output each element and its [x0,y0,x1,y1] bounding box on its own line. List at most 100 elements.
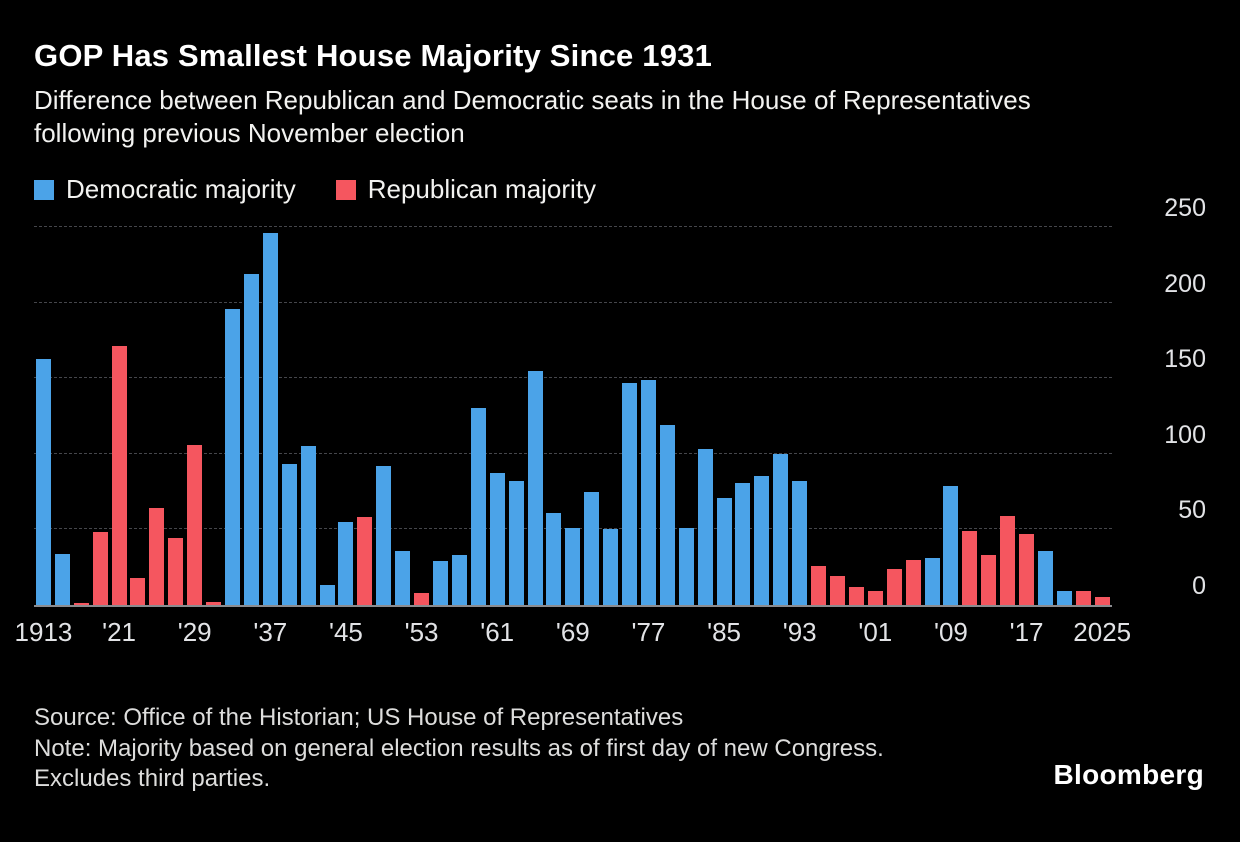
x-tick-label-1921: '21 [102,617,137,648]
bar-slot-1983 [696,229,715,606]
bar-1977 [640,380,656,606]
y-tick-label-150: 150 [1164,345,1206,374]
bar-1915 [54,554,70,606]
x-tick-label-1945: '45 [329,617,363,648]
bar-slot-1997 [828,229,847,606]
bar-1963 [508,481,524,606]
bar-1929 [187,445,203,606]
bar-slot-1915 [53,229,72,606]
bar-slot-1947 [355,229,374,606]
bar-slot-1985 [715,229,734,606]
bar-1989 [754,476,770,606]
bar-1927 [168,538,184,606]
bar-1913 [35,359,51,606]
bar-1921 [111,346,127,606]
bar-2023 [1075,591,1091,606]
bar-1985 [716,498,732,606]
bar-slot-1941 [299,229,318,606]
gridline-150 [34,377,1112,379]
legend-label-republican: Republican majority [367,174,597,205]
bar-2021 [1056,591,1072,606]
bar-slot-1925 [147,229,166,606]
bar-slot-1963 [507,229,526,606]
x-tick-label-1937: '37 [253,617,288,648]
y-tick-label-250: 250 [1164,194,1206,223]
bar-slot-1945 [337,229,356,606]
x-tick-label-1929: '29 [177,617,212,648]
bar-slot-1995 [809,229,828,606]
bar-2025 [1094,597,1110,606]
legend-item-democratic: Democratic majority [34,174,296,205]
bar-2009 [943,486,959,606]
bar-slot-2017 [1017,229,1036,606]
bar-1953 [414,593,430,606]
chart-subtitle: Difference between Republican and Democr… [34,85,1031,149]
x-tick-label-1977: '77 [631,617,666,648]
bar-slot-1913 [34,229,53,606]
x-tick-label-1985: '85 [707,617,742,648]
bar-2015 [1000,516,1016,606]
bloomberg-logo: Bloomberg [1053,759,1204,791]
bar-slot-2009 [942,229,961,606]
bar-slot-1929 [185,229,204,606]
bar-slot-1923 [129,229,148,606]
bar-1967 [546,513,562,606]
bar-slot-2001 [866,229,885,606]
note-text: Note: Majority based on general election… [34,734,884,793]
legend-item-republican: Republican majority [335,174,597,205]
x-axis: 1913 '21 '29 '37 '45 '53 '61 '69 '77 '85 '93 '01 '09… [15,617,1132,651]
bar-slot-2013 [979,229,998,606]
bar-slot-2015 [998,229,1017,606]
bar-1947 [357,517,373,606]
bar-1919 [92,532,108,606]
bar-slot-1987 [734,229,753,606]
bar-1945 [338,522,354,606]
bar-slot-1999 [847,229,866,606]
x-tick-label-2025: 2025 [1073,617,1132,648]
bar-slot-2025 [1093,229,1112,606]
bar-slot-1921 [110,229,129,606]
bar-2011 [962,531,978,606]
democratic-majority-swatch-icon [34,179,54,200]
bar-1965 [527,371,543,606]
bar-1935 [243,274,259,606]
bar-2005 [905,560,921,606]
bar-slot-1917 [72,229,91,606]
bar-slot-1937 [261,229,280,606]
bar-slot-1931 [204,229,223,606]
y-tick-label-100: 100 [1164,420,1206,449]
bar-slot-1973 [601,229,620,606]
bar-1949 [376,466,392,606]
bar-slot-1991 [771,229,790,606]
bar-slot-1953 [412,229,431,606]
bar-chart: 0 50 100 150 200 250 1913 '21 '29 '37 '45 '53 '61 '6… [15,196,1206,651]
x-tick-label-1953: '53 [404,617,439,648]
bar-1925 [149,508,165,606]
bar-1941 [300,446,316,606]
bar-1997 [830,576,846,606]
legend-label-democratic: Democratic majority [66,174,296,205]
y-tick-label-50: 50 [1178,496,1206,525]
bar-1959 [470,408,486,606]
bar-2013 [981,555,997,606]
x-tick-label-1961: '61 [480,617,515,648]
plot-area: 0 50 100 150 200 250 [34,196,1206,608]
bar-slot-1979 [658,229,677,606]
x-tick-label-2009: '09 [934,617,968,648]
bar-slot-2005 [904,229,923,606]
bar-slot-1977 [639,229,658,606]
x-tick-label-2017: '17 [1009,617,1044,648]
bar-1923 [130,578,146,606]
bar-2019 [1037,551,1053,606]
bar-1933 [225,309,241,606]
bar-slot-2011 [960,229,979,606]
bar-slot-1971 [582,229,601,606]
bar-slot-1939 [280,229,299,606]
x-tick-label-1969: '69 [555,617,590,648]
gridline-250 [34,226,1112,228]
bar-slot-1969 [563,229,582,606]
bar-slot-1975 [620,229,639,606]
bar-1995 [811,566,827,606]
source-text: Source: Office of the Historian; US Hous… [34,704,684,732]
chart-title: GOP Has Smallest House Majority Since 19… [34,38,713,73]
